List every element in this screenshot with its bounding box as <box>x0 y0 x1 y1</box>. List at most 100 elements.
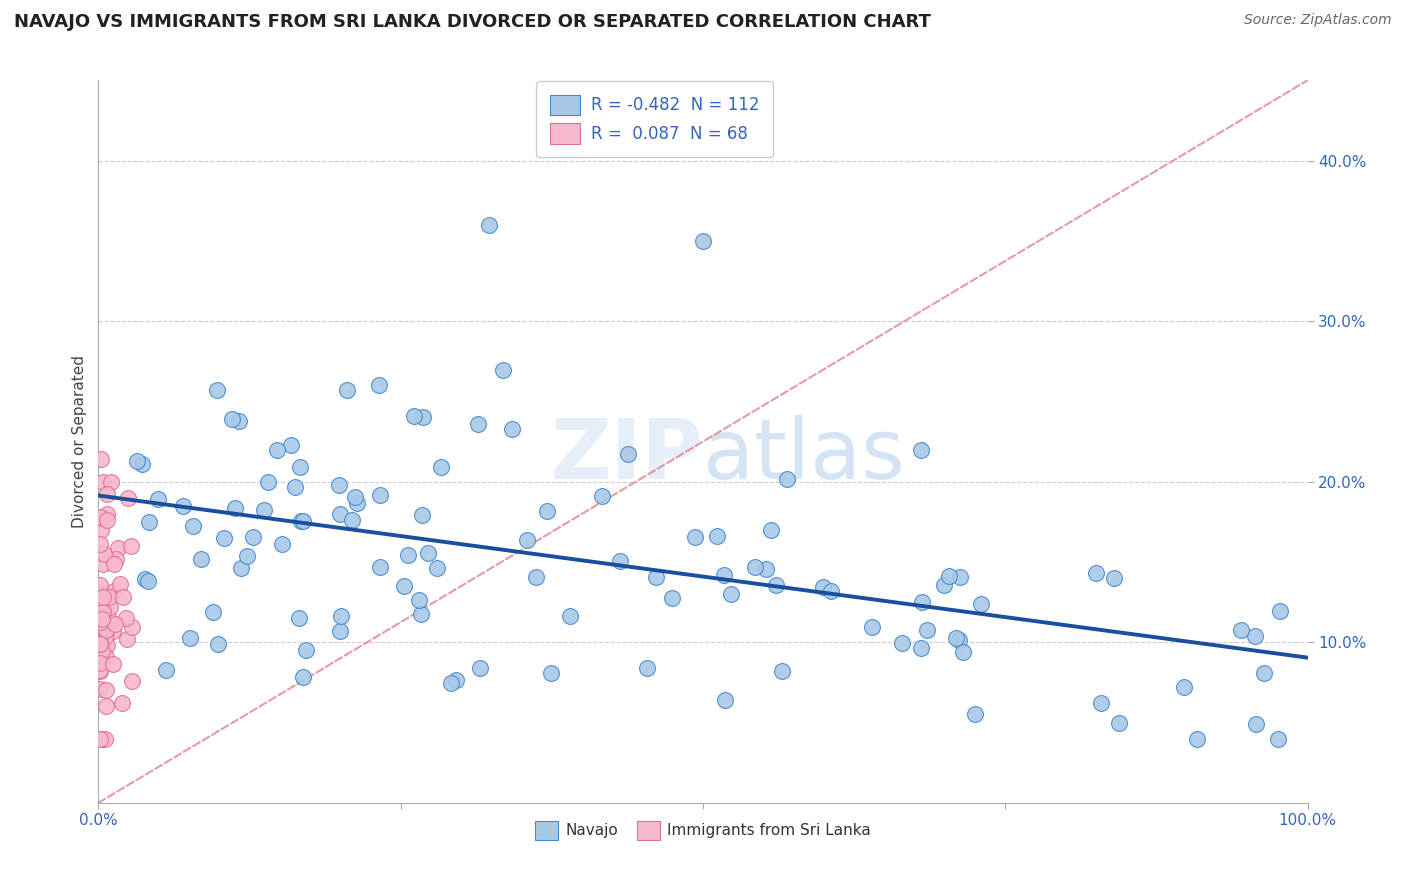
Point <box>93 586 115 600</box>
Point <box>98 600 121 615</box>
Point <box>107 541 129 555</box>
Point <box>340 513 363 527</box>
Point <box>89 615 111 629</box>
Point <box>1084 566 1107 580</box>
Point <box>501 422 523 436</box>
Point <box>111 696 134 710</box>
Point <box>90 511 112 525</box>
Point <box>1244 717 1267 731</box>
Point <box>949 570 972 584</box>
Point <box>820 583 842 598</box>
Point <box>97 609 120 624</box>
Point <box>938 568 960 582</box>
Point <box>134 572 156 586</box>
Point <box>94 683 117 698</box>
Point <box>90 523 112 537</box>
Point <box>948 633 970 648</box>
Point <box>284 479 307 493</box>
Point <box>96 639 118 653</box>
Point <box>288 611 311 625</box>
Point <box>91 609 114 624</box>
Point <box>121 620 143 634</box>
Point <box>91 475 114 489</box>
Point <box>90 586 112 600</box>
Point <box>103 583 125 598</box>
Point <box>346 495 368 509</box>
Point <box>344 490 367 504</box>
Point <box>367 378 389 392</box>
Point <box>96 513 118 527</box>
Point <box>329 624 352 638</box>
Point <box>416 546 439 560</box>
Point <box>96 507 118 521</box>
Point <box>776 472 799 486</box>
Point <box>229 561 252 575</box>
Point <box>103 624 125 639</box>
Point <box>524 570 547 584</box>
Point <box>969 597 991 611</box>
Point <box>617 447 640 461</box>
Point <box>609 554 631 568</box>
Point <box>91 606 114 620</box>
Point <box>89 537 111 551</box>
Point <box>644 570 666 584</box>
Point <box>952 645 974 659</box>
Point <box>103 557 125 571</box>
Point <box>1108 716 1130 731</box>
Point <box>94 624 117 638</box>
Point <box>90 604 112 618</box>
Point <box>155 663 177 677</box>
Point <box>89 636 111 650</box>
Point <box>138 515 160 529</box>
Point <box>409 607 432 621</box>
Point <box>862 620 884 634</box>
Point <box>205 383 228 397</box>
Point <box>190 552 212 566</box>
Point <box>93 547 115 561</box>
Point <box>280 438 302 452</box>
Point <box>271 537 294 551</box>
Point <box>295 643 318 657</box>
Point <box>636 661 658 675</box>
Point <box>90 612 112 626</box>
Point <box>90 615 112 629</box>
Point <box>89 665 111 679</box>
Point <box>212 531 235 545</box>
Point <box>117 491 139 505</box>
Point <box>104 616 127 631</box>
Point <box>104 552 127 566</box>
Point <box>89 588 111 602</box>
Point <box>115 632 138 646</box>
Point <box>368 488 391 502</box>
Point <box>108 576 131 591</box>
Point <box>1253 666 1275 681</box>
Point <box>94 630 117 644</box>
Point <box>468 660 491 674</box>
Point <box>720 587 742 601</box>
Point <box>252 503 274 517</box>
Point <box>136 574 159 588</box>
Point <box>112 590 135 604</box>
Point <box>328 477 350 491</box>
Point <box>755 562 778 576</box>
Text: Source: ZipAtlas.com: Source: ZipAtlas.com <box>1244 13 1392 28</box>
Point <box>910 442 932 457</box>
Point <box>89 578 111 592</box>
Point <box>266 443 288 458</box>
Point <box>89 681 111 696</box>
Point <box>560 609 582 624</box>
Text: ZIP: ZIP <box>551 416 703 497</box>
Point <box>89 590 111 604</box>
Point <box>89 594 111 608</box>
Point <box>89 637 111 651</box>
Point <box>90 731 112 746</box>
Point <box>292 514 315 528</box>
Text: atlas: atlas <box>703 416 904 497</box>
Point <box>467 417 489 431</box>
Point <box>101 657 124 671</box>
Point <box>89 510 111 524</box>
Point <box>1090 696 1112 710</box>
Point <box>224 501 246 516</box>
Point <box>744 560 766 574</box>
Point <box>236 549 259 563</box>
